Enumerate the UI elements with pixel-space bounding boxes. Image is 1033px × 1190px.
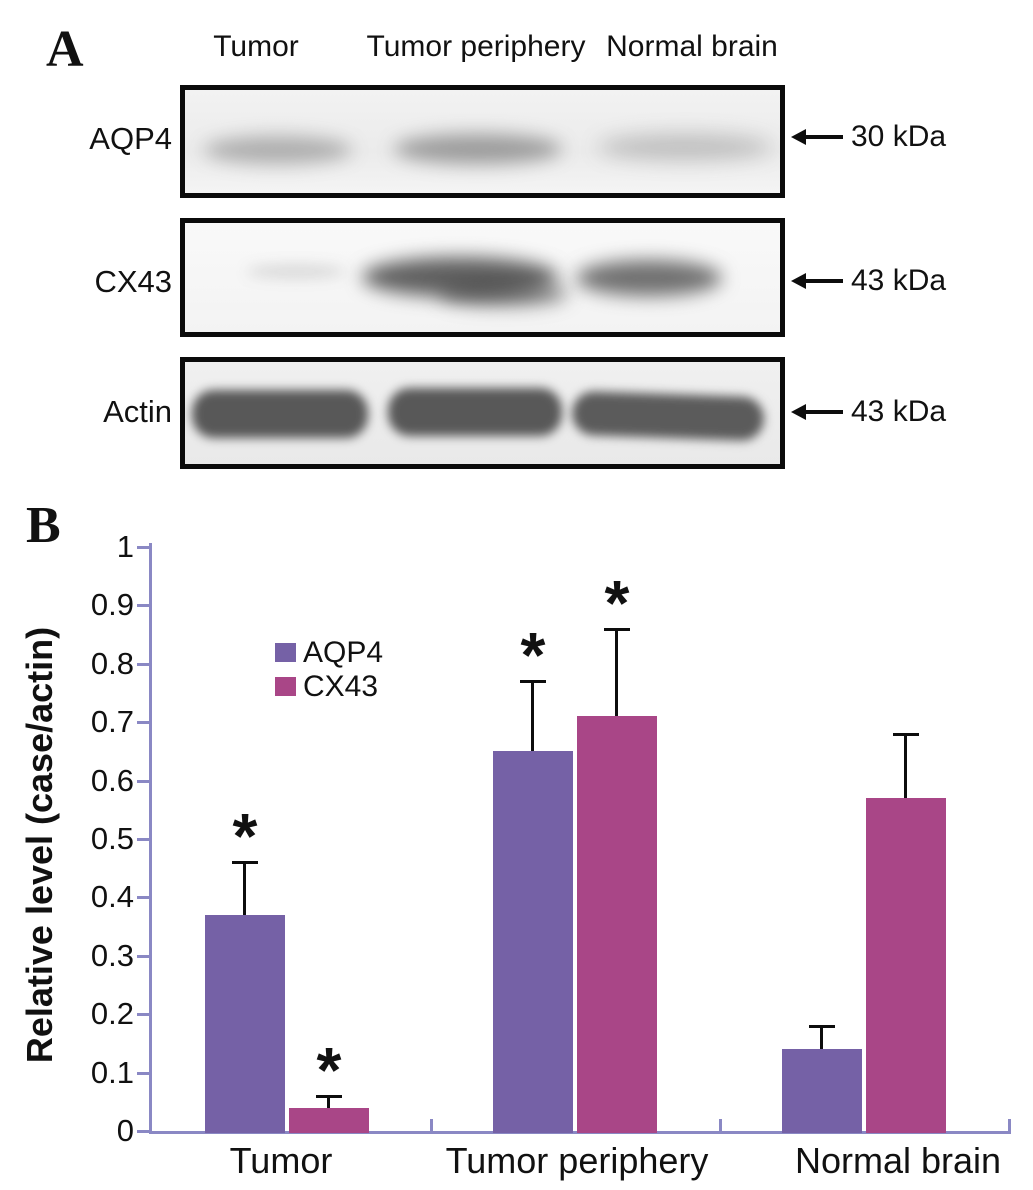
y-tick-label: 0.8 [90,645,134,681]
mw-marker: 30 kDa [791,119,946,155]
left-arrow-shaft [805,410,843,414]
y-tick-label: 0.2 [90,996,134,1032]
y-tick [137,1013,149,1017]
x-tick [719,1119,722,1131]
left-arrow-icon [791,273,806,289]
bar-cx43-2 [866,798,946,1133]
y-tick [137,779,149,783]
y-tick-label: 0 [116,1113,134,1148]
molecular-weight-label: 43 kDa [851,395,947,428]
y-tick-label: 0.7 [90,704,134,740]
error-bar-cap [316,1094,342,1098]
panel-a-label: A [46,21,84,78]
blot-box-cx43 [180,218,785,337]
legend-swatch-aqp4 [275,643,296,662]
mw-marker: 43 kDa [791,394,946,430]
y-tick-label: 0.1 [90,1054,134,1090]
x-tick [1008,1119,1011,1131]
lane-header: Tumor [213,30,299,63]
error-bar-cap [520,680,546,684]
blot-band [394,134,562,164]
blot-band [438,282,568,306]
y-tick-label: 0.9 [90,587,134,623]
y-tick [137,721,149,725]
error-bar [531,681,534,752]
bar-cx43-1 [577,716,657,1133]
y-tick [137,662,149,666]
legend-label-cx43: CX43 [303,670,379,703]
blot-row-label-cx43: CX43 [94,264,172,299]
bar-aqp4-1 [493,751,573,1133]
error-bar-cap [893,732,919,736]
significance-asterisk: * [232,800,258,873]
bar-aqp4-2 [782,1049,862,1133]
left-arrow-shaft [805,135,843,139]
y-tick-label: 0.5 [90,821,134,856]
blot-band [571,390,765,442]
y-tick-label: 0.6 [90,762,134,798]
y-tick-label: 1 [116,529,134,564]
blot-band [204,136,352,164]
blot-band [388,388,562,436]
y-tick [137,1130,149,1133]
blot-band [192,390,368,438]
blot-box-actin [180,357,785,469]
error-bar-cap [232,861,258,865]
blot-band [598,134,772,160]
error-bar [327,1095,330,1108]
error-bar [904,733,907,799]
panel-b-label: B [26,497,61,554]
left-arrow-shaft [805,279,843,283]
error-bar [615,628,618,717]
legend-label-aqp4: AQP4 [303,636,384,669]
lane-header: Normal brain [606,30,778,63]
error-bar-cap [604,627,630,631]
blot-band [246,264,346,278]
error-bar [243,862,246,915]
mw-marker: 43 kDa [791,263,946,299]
y-tick-label: 0.4 [90,879,134,915]
bar-cx43-0 [289,1107,369,1133]
y-tick [137,896,149,900]
y-tick [137,604,149,608]
error-bar-cap [809,1024,835,1028]
y-tick [137,838,149,841]
left-arrow-icon [791,404,806,420]
molecular-weight-label: 30 kDa [851,120,947,153]
bar-aqp4-0 [205,914,285,1133]
molecular-weight-label: 43 kDa [851,264,947,297]
blot-box-aqp4 [180,85,785,198]
blot-band [576,260,722,296]
lane-header: Tumor periphery [366,30,586,63]
y-tick [137,954,149,958]
y-axis-line [149,543,152,1134]
significance-asterisk: * [520,619,546,692]
significance-asterisk: * [316,1033,342,1106]
x-tick [430,1119,433,1131]
x-category-label: Tumor [229,1140,333,1181]
legend-swatch-cx43 [275,677,296,696]
blot-row-label-actin: Actin [103,394,172,429]
error-bar [820,1025,823,1050]
blot-row-label-aqp4: AQP4 [89,121,172,156]
y-tick [137,1071,149,1075]
left-arrow-icon [791,129,806,145]
significance-asterisk: * [604,566,630,639]
y-tick [137,546,149,549]
x-category-label: Normal brain [794,1140,1002,1181]
y-tick-label: 0.3 [90,937,134,973]
x-category-label: Tumor periphery [445,1140,709,1181]
